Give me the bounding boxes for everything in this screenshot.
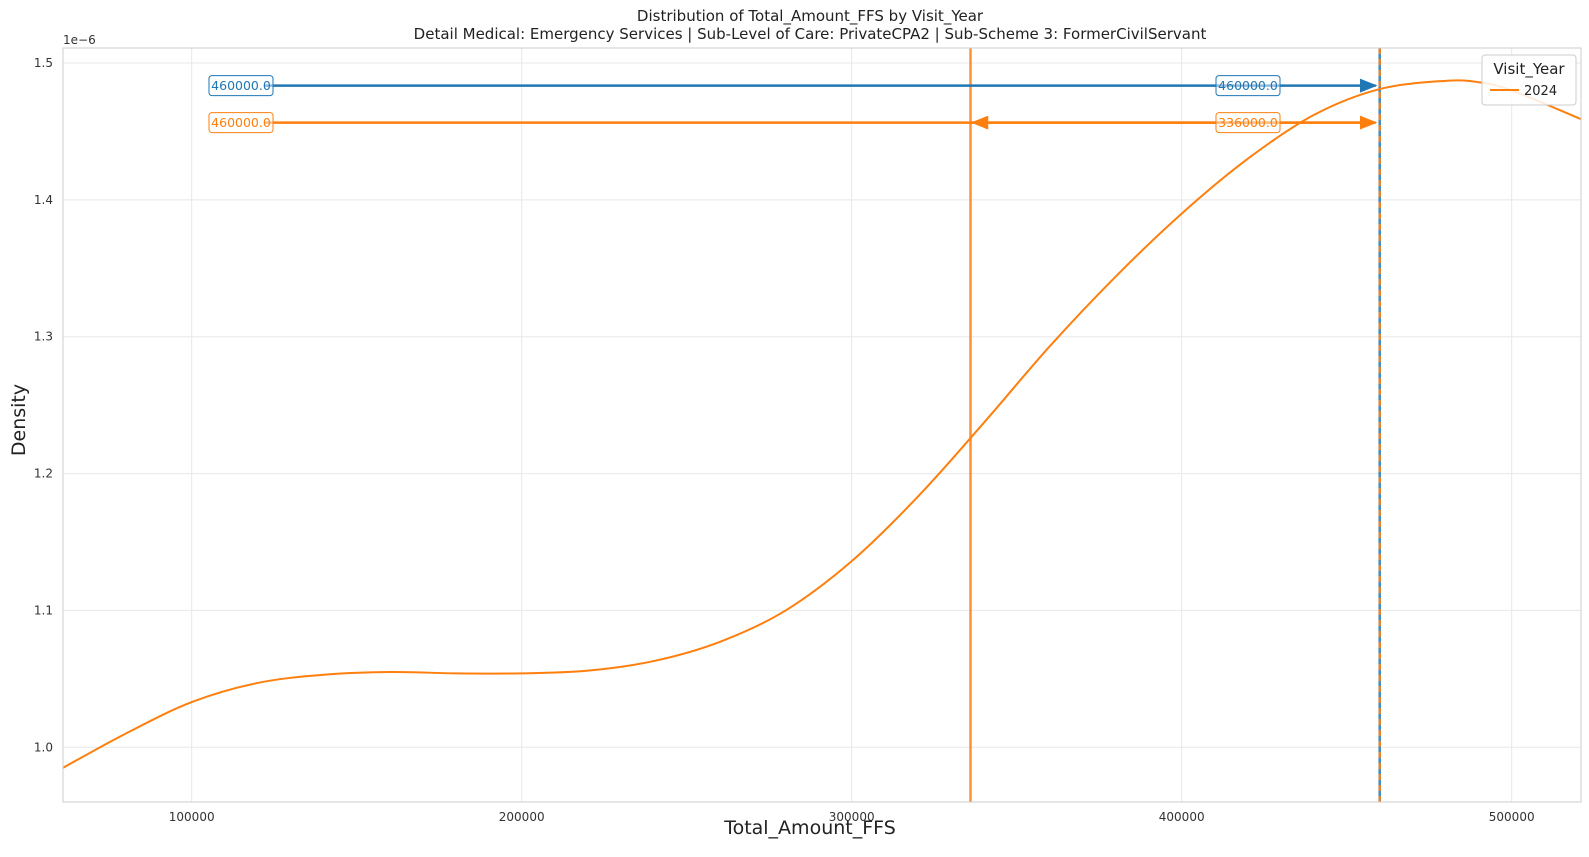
y-tick-label: 1.5 [34,56,53,70]
y-axis-label: Density [8,384,30,456]
legend: Visit_Year 2024 [1481,54,1577,106]
annotation-label-right-0: 460000.0 [1218,78,1278,93]
series-line-2024 [62,79,1582,769]
annotation-label-left-1-box [208,112,274,134]
plot-frame [62,47,1582,803]
annotation-label-right-1-box [1215,112,1281,134]
x-tick-label: 200000 [499,810,545,824]
legend-title: Visit_Year [1493,60,1565,79]
y-scale-label: 1e−6 [63,33,96,47]
chart-subtitle: Detail Medical: Emergency Services | Sub… [414,25,1207,43]
y-tick-label: 1.1 [34,603,53,617]
legend-label-2024: 2024 [1524,84,1557,99]
y-tick-label: 1.4 [34,193,53,207]
annotation-label-left-1: 460000.0 [211,115,271,130]
legend-box [1481,54,1577,106]
chart-title: Distribution of Total_Amount_FFS by Visi… [637,7,984,26]
x-axis-label: Total_Amount_FFS [723,817,896,839]
annotation-label-left-0: 460000.0 [211,78,271,93]
annotation-label-right-1: 336000.0 [1218,115,1278,130]
annotation-label-left-0-box [208,75,274,97]
y-tick-label: 1.0 [34,740,53,754]
x-tick-label: 100000 [169,810,215,824]
y-tick-label: 1.3 [34,330,53,344]
y-tick-label: 1.2 [34,467,53,481]
plot-layer: 460000.0 460000.0 460000.0 336000.0 [62,48,1582,802]
x-tick-label: 400000 [1159,810,1205,824]
x-tick-label: 500000 [1489,810,1535,824]
ticks-layer: 100000 200000 300000 400000 500000 1.0 1.1 1.2 1… [34,56,1535,824]
x-tick-label: 300000 [829,810,875,824]
grid-layer [63,48,1581,802]
annotation-label-right-0-box [1215,75,1281,97]
